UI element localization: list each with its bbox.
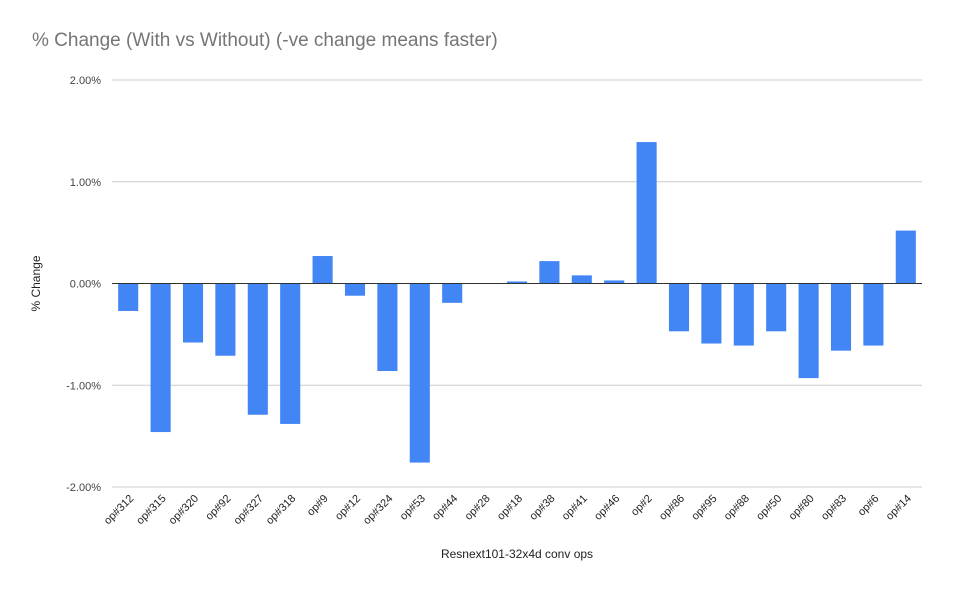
y-tick-label: -1.00% — [66, 380, 101, 392]
x-tick-label: op#315 — [134, 493, 168, 527]
y-tick-label: 2.00% — [70, 75, 101, 87]
bar — [572, 275, 592, 283]
x-tick-label: op#327 — [231, 493, 265, 527]
bar — [863, 284, 883, 346]
bar — [637, 142, 657, 283]
x-tick-label: op#324 — [361, 493, 395, 527]
x-tick-label: op#6 — [856, 493, 882, 519]
x-tick-label: op#12 — [333, 493, 363, 523]
bar — [118, 284, 138, 311]
chart-title: % Change (With vs Without) (-ve change m… — [32, 30, 498, 52]
y-tick-label: 1.00% — [70, 177, 101, 189]
y-tick-label: -2.00% — [66, 482, 101, 494]
bar — [377, 284, 397, 372]
x-tick-label: op#2 — [629, 493, 655, 519]
bar — [766, 284, 786, 332]
x-tick-label: op#18 — [495, 493, 525, 523]
x-tick-label: op#9 — [305, 493, 331, 519]
x-tick-label: op#46 — [592, 493, 622, 523]
x-tick-label: op#320 — [167, 493, 201, 527]
x-axis-title: Resnext101-32x4d conv ops — [441, 547, 593, 561]
bar — [248, 284, 268, 415]
bar — [280, 284, 300, 424]
x-tick-label: op#14 — [884, 493, 914, 523]
bar — [345, 284, 365, 296]
bar — [410, 284, 430, 463]
bar — [734, 284, 754, 346]
bar — [701, 284, 721, 344]
bar — [442, 284, 462, 303]
y-axis-title: % Change — [29, 255, 43, 311]
x-tick-label: op#83 — [819, 493, 849, 523]
bar — [215, 284, 235, 356]
x-tick-label: op#88 — [722, 493, 752, 523]
y-tick-label: 0.00% — [70, 279, 101, 291]
bar — [669, 284, 689, 332]
bar — [539, 261, 559, 283]
x-tick-label: op#92 — [203, 493, 233, 523]
x-tick-label: op#50 — [754, 493, 784, 523]
bar — [896, 231, 916, 284]
x-tick-label: op#80 — [787, 493, 817, 523]
x-tick-label: op#95 — [689, 493, 719, 523]
x-tick-label: op#312 — [102, 493, 136, 527]
x-tick-label: op#41 — [560, 493, 590, 523]
x-tick-label: op#53 — [398, 493, 428, 523]
x-tick-label: op#38 — [527, 493, 557, 523]
bar — [831, 284, 851, 351]
bar — [151, 284, 171, 433]
x-tick-label: op#318 — [264, 493, 298, 527]
x-tick-label: op#44 — [430, 493, 460, 523]
bar — [183, 284, 203, 343]
x-tick-label: op#86 — [657, 493, 687, 523]
bar — [313, 256, 333, 283]
x-tick-label: op#28 — [463, 493, 493, 523]
bar — [799, 284, 819, 379]
